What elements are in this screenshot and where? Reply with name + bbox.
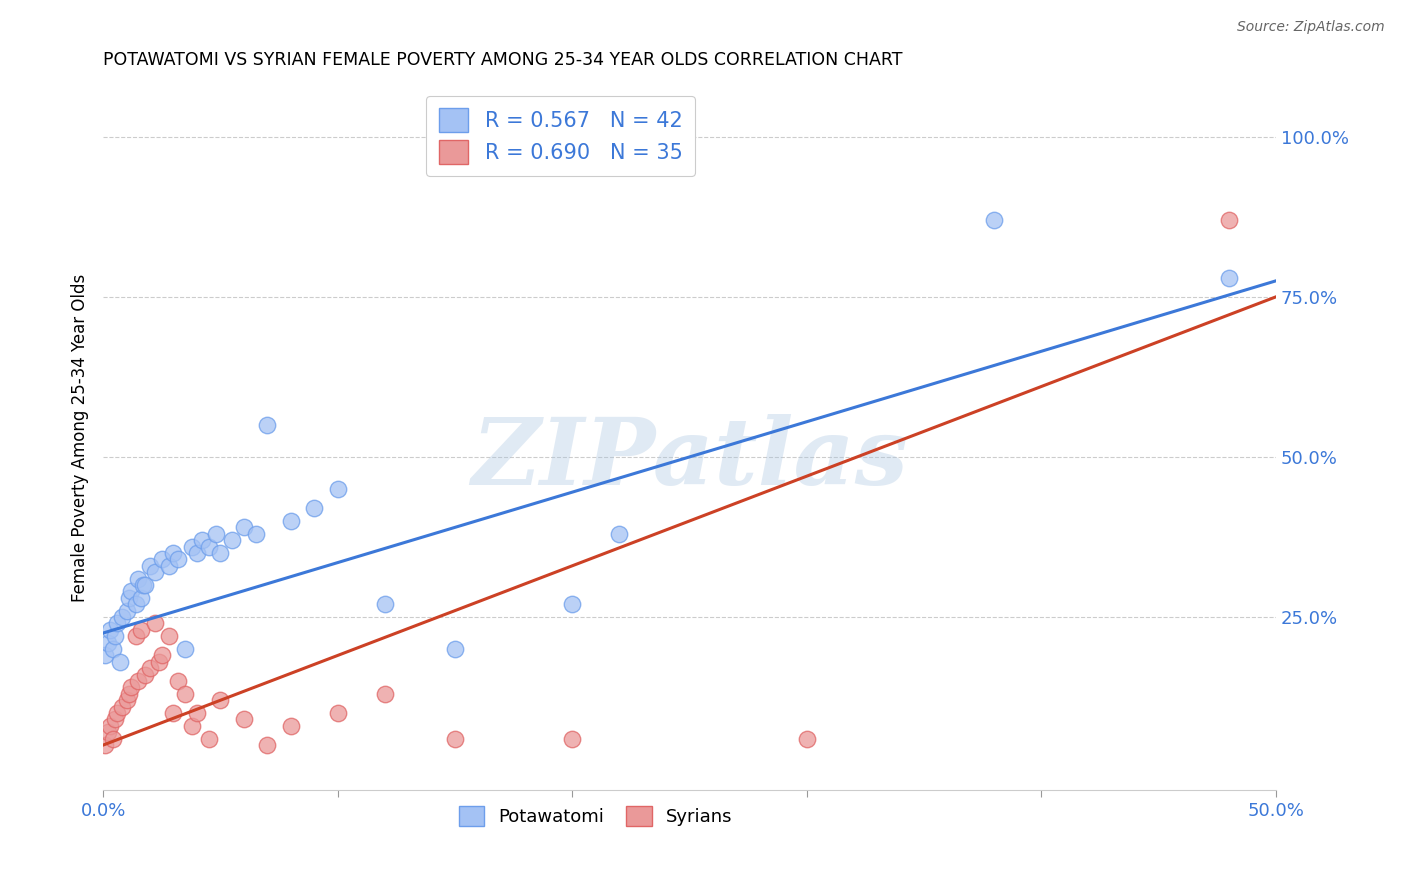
Point [105,706,128,720]
Point [186,706,208,720]
Point [118,591,141,605]
Point [280,719,302,733]
Point [157,558,180,573]
Point [232,520,254,534]
Point [181,540,204,554]
Point [221,533,243,548]
Point [120,584,142,599]
Point [197,731,219,746]
Point [1218,213,1240,227]
Point [104,629,127,643]
Point [127,572,149,586]
Point [111,699,134,714]
Point [374,597,396,611]
Point [139,661,162,675]
Point [97,725,120,739]
Point [561,731,583,746]
Legend: Potawatomi, Syrians: Potawatomi, Syrians [451,798,740,834]
Point [280,514,302,528]
Point [105,616,128,631]
Point [204,526,226,541]
Point [326,706,349,720]
Point [129,591,152,605]
Point [181,719,204,733]
Point [118,687,141,701]
Point [108,655,131,669]
Point [444,731,467,746]
Text: POTAWATOMI VS SYRIAN FEMALE POVERTY AMONG 25-34 YEAR OLDS CORRELATION CHART: POTAWATOMI VS SYRIAN FEMALE POVERTY AMON… [103,51,903,69]
Text: Source: ZipAtlas.com: Source: ZipAtlas.com [1237,20,1385,34]
Point [983,213,1005,227]
Point [101,642,124,657]
Point [97,635,120,649]
Point [209,693,232,707]
Point [143,565,166,579]
Point [104,713,127,727]
Point [796,731,818,746]
Point [127,674,149,689]
Point [94,648,117,663]
Point [561,597,583,611]
Point [101,731,124,746]
Point [162,546,184,560]
Point [302,501,325,516]
Point [139,558,162,573]
Point [157,629,180,643]
Point [444,642,467,657]
Point [150,648,173,663]
Point [256,738,278,752]
Point [125,629,148,643]
Point [209,546,232,560]
Point [98,719,121,733]
Point [607,526,630,541]
Point [1218,270,1240,285]
Point [134,667,156,681]
Point [134,578,156,592]
Point [232,713,254,727]
Point [143,616,166,631]
Point [326,482,349,496]
Point [174,687,197,701]
Point [197,540,219,554]
Point [132,578,155,592]
Point [374,687,396,701]
Point [129,623,152,637]
Point [120,681,142,695]
Point [115,693,138,707]
Point [125,597,148,611]
Point [111,610,134,624]
Point [162,706,184,720]
Point [94,738,117,752]
Point [190,533,212,548]
Y-axis label: Female Poverty Among 25-34 Year Olds: Female Poverty Among 25-34 Year Olds [72,274,89,602]
Point [148,655,170,669]
Point [167,552,190,566]
Point [98,623,121,637]
Point [186,546,208,560]
Point [245,526,267,541]
Point [256,417,278,432]
Text: ZIPatlas: ZIPatlas [471,414,908,504]
Point [167,674,190,689]
Point [174,642,197,657]
Point [150,552,173,566]
Point [115,604,138,618]
